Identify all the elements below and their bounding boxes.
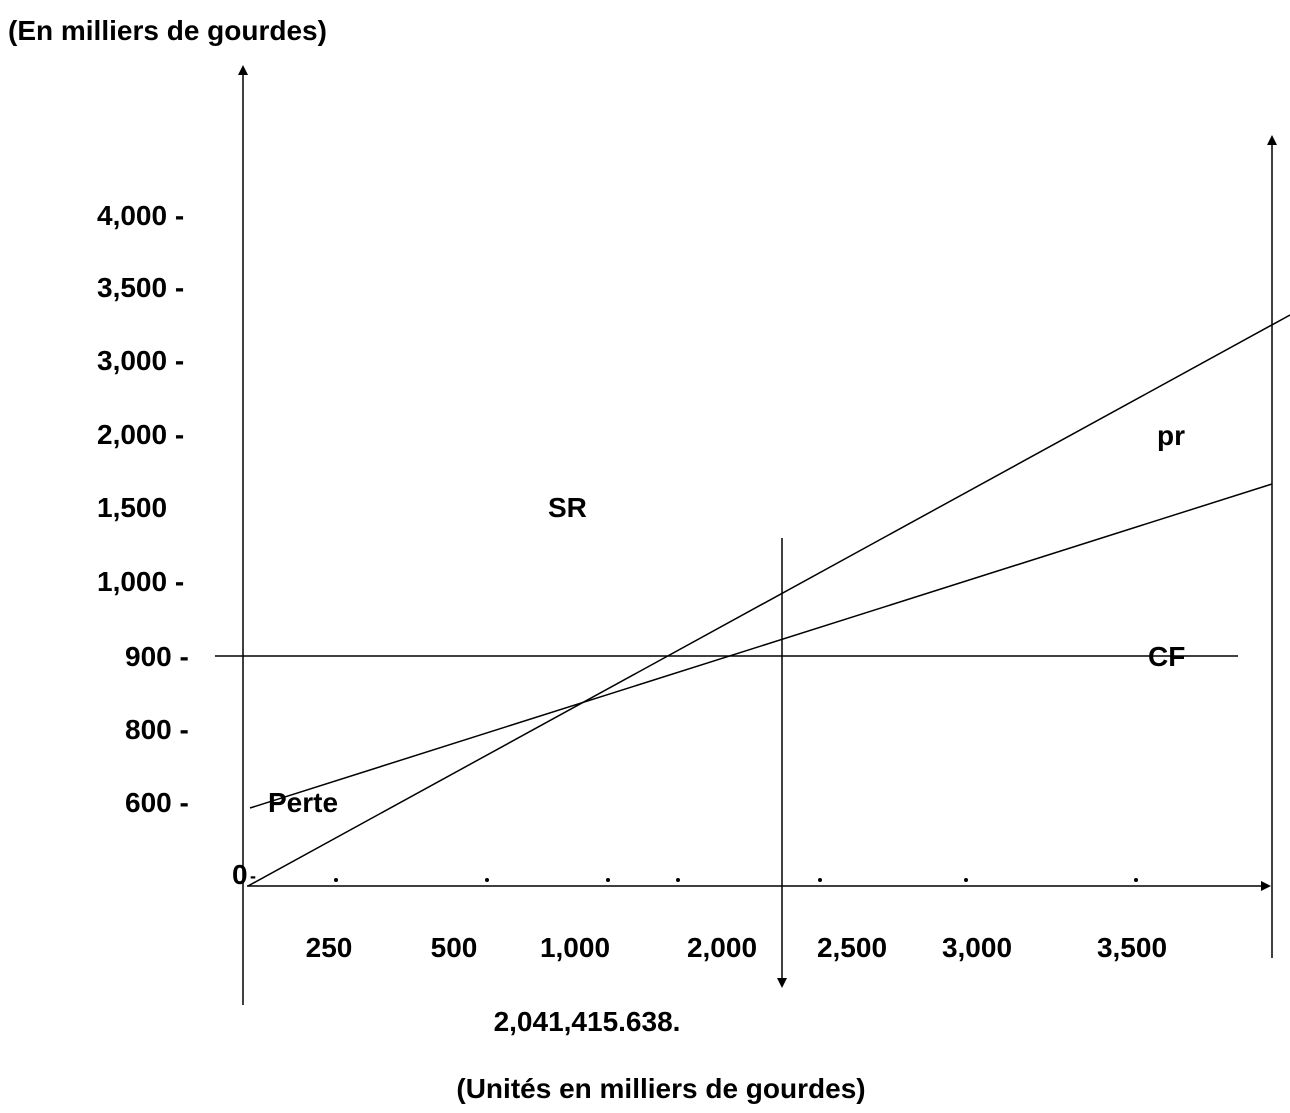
x-dot — [818, 878, 822, 882]
x-dot — [964, 878, 968, 882]
y-tick-label: 1,000 - — [97, 566, 184, 597]
y-axis-title: (En milliers de gourdes) — [8, 15, 327, 46]
origin-tick-dash: - — [250, 866, 256, 886]
y-tick-label: 1,500 — [97, 492, 167, 523]
x-tick-label: 250 — [306, 932, 353, 963]
y-tick-label: 600 - — [125, 787, 189, 818]
x-dot — [485, 878, 489, 882]
x-tick-labels: 250 500 1,000 2,000 2,500 3,000 3,500 — [306, 932, 1167, 963]
x-tick-label: 1,000 — [540, 932, 610, 963]
y-tick-label: 2,000 - — [97, 419, 184, 450]
annotation-cf: CF — [1148, 641, 1185, 672]
y-tick-label: 3,000 - — [97, 345, 184, 376]
y-tick-label: 900 - — [125, 641, 189, 672]
x-tick-label: 2,000 — [687, 932, 757, 963]
y-tick-labels: 4,000 - 3,500 - 3,000 - 2,000 - 1,500 1,… — [97, 200, 248, 890]
x-dot — [334, 878, 338, 882]
x-axis-dots — [334, 878, 1138, 882]
y-tick-label: 3,500 - — [97, 272, 184, 303]
y-tick-label: 4,000 - — [97, 200, 184, 231]
break-even-label: 2,041,415.638. — [494, 1006, 681, 1037]
sr-line — [247, 314, 1290, 887]
pr-line — [249, 483, 1273, 809]
x-tick-label: 3,500 — [1097, 932, 1167, 963]
x-dot — [606, 878, 610, 882]
x-tick-label: 3,000 — [942, 932, 1012, 963]
x-tick-label: 2,500 — [817, 932, 887, 963]
x-dot — [1134, 878, 1138, 882]
annotation-sr: SR — [548, 492, 587, 523]
y-tick-label: 800 - — [125, 714, 189, 745]
annotation-perte: Perte — [268, 787, 338, 818]
x-axis-title: (Unités en milliers de gourdes) — [456, 1073, 865, 1104]
x-tick-label: 500 — [431, 932, 478, 963]
y-tick-label: 0 — [232, 859, 248, 890]
x-dot — [676, 878, 680, 882]
annotation-pr: pr — [1157, 420, 1185, 451]
